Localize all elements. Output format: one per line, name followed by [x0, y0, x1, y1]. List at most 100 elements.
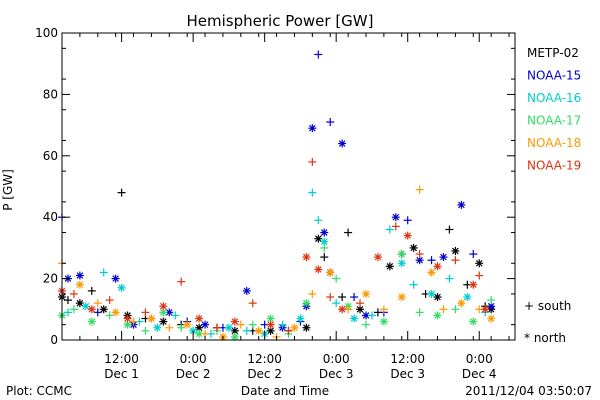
- data-point-noaa-15-29: [457, 200, 466, 209]
- data-point-metp-02-18: [320, 253, 329, 262]
- data-point-noaa-19-6: [159, 302, 168, 311]
- data-point-noaa-16-12: [278, 320, 287, 329]
- data-point-noaa-18-11: [254, 326, 263, 335]
- data-point-noaa-19-25: [451, 256, 460, 265]
- data-point-noaa-19-28: [481, 305, 490, 314]
- data-point-noaa-18-22: [439, 305, 448, 314]
- data-point-metp-02-4: [99, 305, 108, 314]
- data-point-noaa-18-19: [397, 293, 406, 302]
- legend-entry-noaa-19: NOAA-19: [527, 159, 581, 173]
- data-point-noaa-18-10: [236, 320, 245, 329]
- data-point-noaa-19-20: [373, 253, 382, 262]
- data-point-noaa-16-10: [242, 326, 251, 335]
- data-point-noaa-19-9: [212, 323, 221, 332]
- legend-marker-north: * north: [524, 331, 566, 345]
- y-tick-label: 20: [43, 272, 58, 286]
- data-point-noaa-18-21: [427, 268, 436, 277]
- data-point-noaa-19-27: [475, 271, 484, 280]
- data-point-metp-02-20: [338, 293, 347, 302]
- data-point-noaa-17-19: [379, 317, 388, 326]
- data-point-noaa-15-18: [320, 228, 329, 237]
- data-point-metp-02-29: [445, 225, 454, 234]
- series-noaa-16: [63, 188, 490, 338]
- data-point-noaa-15-28: [439, 253, 448, 262]
- x-tick-label: 12:00: [247, 352, 282, 366]
- data-point-noaa-19-7: [177, 277, 186, 286]
- data-point-noaa-16-5: [153, 323, 162, 332]
- data-point-noaa-17-2: [87, 317, 96, 326]
- series-noaa-19: [58, 157, 490, 335]
- data-point-noaa-16-15: [314, 216, 323, 225]
- data-point-noaa-19-26: [469, 280, 478, 289]
- data-point-noaa-15-19: [326, 118, 335, 127]
- data-point-noaa-16-17: [332, 299, 341, 308]
- data-point-noaa-19-15: [308, 157, 317, 166]
- data-point-noaa-16-25: [463, 293, 472, 302]
- data-point-noaa-17-1: [69, 305, 78, 314]
- data-point-noaa-17-18: [361, 320, 370, 329]
- data-point-noaa-15-24: [391, 213, 400, 222]
- data-point-noaa-18-6: [165, 323, 174, 332]
- y-tick-label: 60: [43, 149, 58, 163]
- data-point-noaa-18-4: [129, 317, 138, 326]
- data-point-noaa-15-3: [93, 308, 102, 317]
- data-point-noaa-16-3: [117, 283, 126, 292]
- legend-entry-noaa-18: NOAA-18: [527, 136, 581, 150]
- data-point-noaa-16-1: [81, 302, 90, 311]
- data-point-noaa-15-17: [314, 50, 323, 59]
- data-point-noaa-19-21: [391, 222, 400, 231]
- data-point-noaa-18-2: [93, 299, 102, 308]
- chart-title: Hemispheric Power [GW]: [187, 12, 374, 30]
- x-tick-label: 12:00: [104, 352, 139, 366]
- data-point-noaa-16-6: [171, 311, 180, 320]
- data-point-noaa-19-14: [302, 253, 311, 262]
- data-point-noaa-18-3: [111, 308, 120, 317]
- legend-entry-noaa-15: NOAA-15: [527, 69, 581, 83]
- data-point-noaa-16-14: [308, 188, 317, 197]
- legend: METP-02 NOAA-15 NOAA-16 NOAA-17 NOAA-18 NOAA-…: [524, 46, 581, 345]
- data-point-noaa-19-17: [326, 293, 335, 302]
- x-tick-label: 0:00: [323, 352, 350, 366]
- data-point-noaa-16-2: [99, 268, 108, 277]
- data-point-noaa-19-4: [123, 314, 132, 323]
- data-point-noaa-17-14: [302, 299, 311, 308]
- legend-marker-south: + south: [524, 299, 571, 313]
- data-point-noaa-15-27: [427, 256, 436, 265]
- data-point-noaa-17-25: [487, 296, 496, 305]
- data-point-noaa-16-22: [409, 280, 418, 289]
- x-tick-label: 0:00: [466, 352, 493, 366]
- data-marks: [58, 50, 496, 341]
- data-point-noaa-19-5: [141, 308, 150, 317]
- x-tick-sublabel: Dec 3: [390, 367, 425, 381]
- series-metp-02: [58, 188, 496, 335]
- data-point-noaa-19-12: [266, 320, 275, 329]
- data-point-noaa-17-22: [433, 311, 442, 320]
- y-tick-label: 0: [50, 333, 58, 347]
- y-tick-label: 80: [43, 87, 58, 101]
- data-point-noaa-17-21: [415, 308, 424, 317]
- series-noaa-18: [58, 185, 496, 341]
- data-point-noaa-15-26: [415, 256, 424, 265]
- data-point-metp-02-22: [356, 305, 365, 314]
- data-point-noaa-16-24: [445, 274, 454, 283]
- data-point-noaa-17-8: [195, 329, 204, 338]
- data-point-metp-02-16: [302, 323, 311, 332]
- data-point-metp-02-5: [117, 188, 126, 197]
- data-point-noaa-17-4: [123, 320, 132, 329]
- x-tick-sublabel: Dec 2: [176, 367, 211, 381]
- data-point-noaa-18-13: [290, 323, 299, 332]
- x-tick-sublabel: Dec 2: [247, 367, 282, 381]
- data-point-noaa-17-7: [177, 323, 186, 332]
- data-point-noaa-15-20: [338, 139, 347, 148]
- data-point-noaa-16-20: [385, 225, 394, 234]
- footer-timestamp: 2011/12/04 03:50:07: [465, 384, 592, 398]
- data-point-noaa-15-22: [361, 311, 370, 320]
- data-point-noaa-15-30: [469, 250, 478, 259]
- data-point-metp-02-32: [475, 259, 484, 268]
- x-tick-sublabel: Dec 1: [104, 367, 139, 381]
- data-point-noaa-19-2: [87, 305, 96, 314]
- data-point-metp-02-3: [87, 286, 96, 295]
- x-tick-label: 12:00: [390, 352, 425, 366]
- data-point-noaa-18-7: [183, 320, 192, 329]
